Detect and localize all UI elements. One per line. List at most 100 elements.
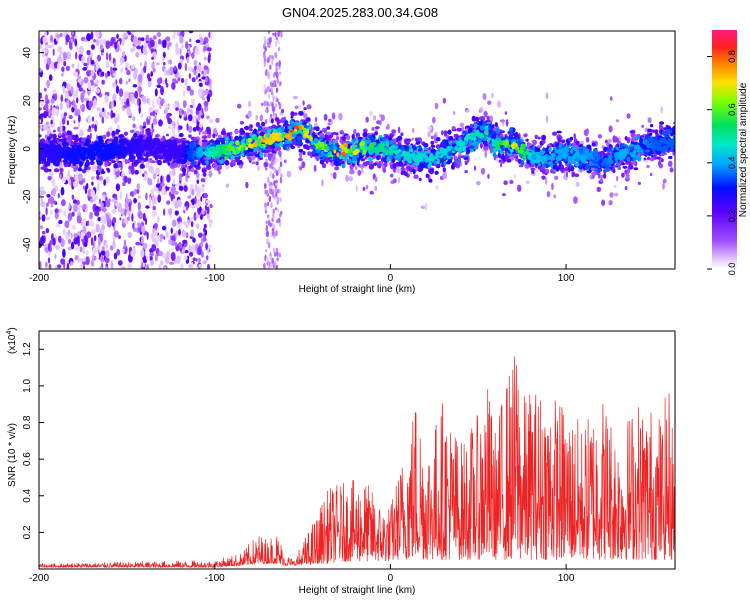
noise-speck (95, 209, 100, 217)
noise-speck (126, 98, 130, 107)
ridge-point (654, 129, 659, 135)
noise-speck (95, 38, 99, 47)
noise-speck (163, 191, 167, 196)
noise-speck (278, 221, 282, 228)
spectral-speck (355, 184, 358, 193)
noise-speck (80, 36, 86, 42)
noise-speck (81, 55, 85, 64)
noise-speck (70, 261, 74, 266)
ridge-point (647, 128, 653, 133)
noise-speck (83, 178, 86, 183)
noise-speck (268, 195, 271, 203)
noise-speck (102, 107, 105, 113)
noise-speck (193, 212, 197, 221)
noise-speck (64, 220, 70, 229)
ridge-point (360, 158, 366, 162)
ridge-point (418, 177, 422, 182)
noise-speck (201, 251, 204, 258)
spectral-speck (503, 180, 508, 185)
noise-speck (84, 234, 87, 244)
noise-speck (163, 236, 166, 240)
noise-speck (141, 95, 147, 103)
noise-speck (275, 87, 279, 93)
noise-speck (100, 52, 104, 56)
noise-speck (271, 102, 274, 108)
noise-speck (64, 92, 69, 99)
noise-speck (66, 51, 71, 60)
noise-speck (272, 212, 275, 219)
noise-speck (102, 38, 107, 45)
noise-speck (94, 124, 97, 132)
spectral-speck (484, 150, 488, 159)
noise-speck (67, 212, 73, 221)
ridge-point (124, 159, 131, 164)
noise-speck (276, 74, 279, 79)
spectral-speck (608, 125, 613, 133)
noise-speck (138, 195, 141, 199)
spectral-speck (332, 172, 337, 180)
noise-speck (162, 51, 166, 59)
noise-speck (136, 40, 142, 45)
ridge-point (649, 123, 654, 128)
noise-speck (75, 51, 78, 60)
noise-speck (117, 113, 120, 122)
noise-speck (99, 266, 103, 269)
spectral-speck (459, 122, 465, 128)
noise-speck (182, 109, 184, 115)
ridge-point (128, 165, 133, 170)
noise-speck (195, 110, 199, 115)
noise-speck (168, 239, 173, 245)
noise-speck (101, 246, 105, 251)
ridge-point (213, 162, 218, 169)
noise-speck (166, 200, 171, 205)
noise-speck (196, 179, 200, 184)
spectral-speck (482, 93, 487, 100)
ridge-point (269, 153, 273, 158)
noise-speck (110, 36, 115, 46)
noise-speck (109, 245, 114, 251)
noise-speck (139, 213, 143, 220)
noise-speck (198, 263, 203, 269)
noise-speck (109, 52, 112, 62)
ridge-point (133, 160, 140, 165)
noise-speck (151, 200, 155, 206)
noise-speck (207, 55, 211, 63)
noise-speck (271, 160, 274, 165)
noise-speck (70, 176, 73, 186)
noise-speck (122, 181, 126, 187)
ridge-point (647, 117, 652, 124)
noise-speck (150, 260, 154, 266)
ridge-point (192, 126, 197, 132)
spectral-speck (434, 102, 439, 110)
noise-speck (193, 65, 197, 70)
spectral-speck (465, 109, 470, 113)
noise-speck (272, 94, 275, 102)
noise-speck (266, 256, 269, 263)
noise-speck (156, 97, 161, 104)
noise-speck (190, 262, 194, 269)
ridge-point (249, 124, 253, 129)
noise-speck (112, 93, 117, 102)
ridge-point (224, 159, 230, 166)
noise-speck (165, 231, 169, 239)
noise-speck (79, 246, 83, 253)
spectral-speck (478, 109, 481, 114)
noise-speck (46, 202, 49, 208)
noise-speck (206, 206, 210, 215)
noise-speck (168, 188, 171, 193)
noise-speck (263, 153, 266, 158)
noise-speck (137, 222, 141, 228)
ridge-point (249, 128, 253, 132)
noise-speck (266, 230, 269, 238)
noise-speck (124, 201, 128, 211)
noise-speck (178, 125, 183, 130)
noise-speck (70, 233, 73, 239)
ridge-point (298, 157, 303, 162)
noise-speck (49, 209, 53, 215)
noise-speck (165, 36, 171, 42)
noise-speck (140, 37, 145, 42)
spectral-speck (374, 185, 378, 191)
spectral-speck (452, 111, 456, 115)
spectral-speck (505, 119, 509, 127)
noise-speck (187, 195, 192, 199)
